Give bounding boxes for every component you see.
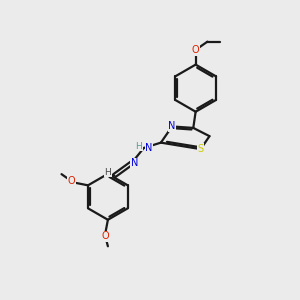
Text: O: O	[192, 45, 200, 55]
Text: H: H	[104, 168, 111, 177]
Text: N: N	[168, 122, 176, 131]
Text: N: N	[131, 158, 138, 168]
Text: N: N	[146, 143, 153, 153]
Text: H: H	[136, 142, 142, 151]
Text: O: O	[68, 176, 76, 186]
Text: O: O	[101, 231, 109, 241]
Text: S: S	[198, 144, 204, 154]
